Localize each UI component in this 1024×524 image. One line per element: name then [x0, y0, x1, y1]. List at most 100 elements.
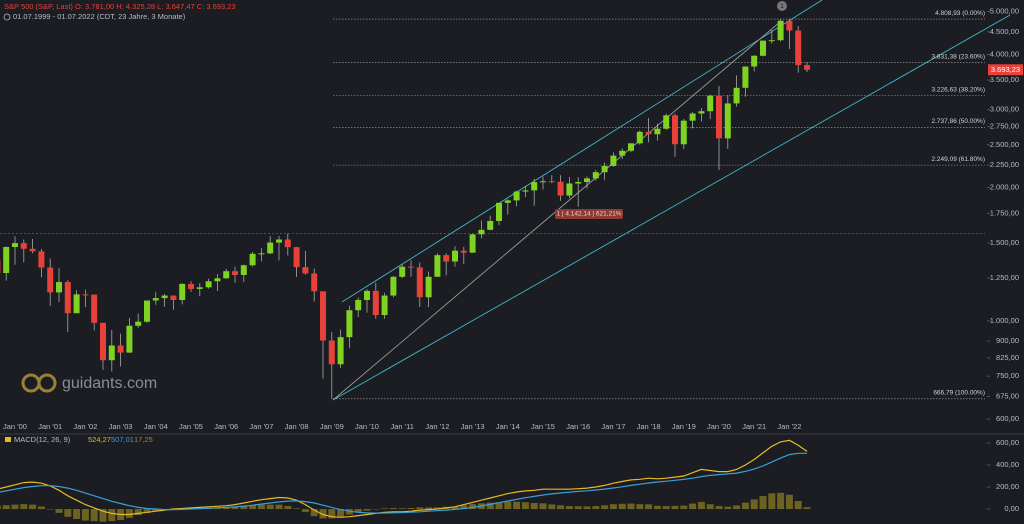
histogram-bar	[354, 509, 362, 513]
candle-body	[592, 172, 599, 179]
y-tick-label: 1.500,00	[990, 238, 1019, 247]
candle-body	[381, 295, 388, 316]
candle-body	[73, 294, 80, 314]
candle-body	[355, 299, 362, 311]
y-tick-label: 4.000,00	[990, 49, 1019, 58]
candle-body	[223, 271, 230, 279]
watermark: guidants.com	[62, 375, 157, 392]
candle-body	[478, 229, 485, 235]
candle-body	[680, 120, 687, 145]
candle-body	[126, 325, 133, 353]
macd-title: MACD(12, 26, 9)	[14, 435, 71, 444]
y-tick-label: 675,00	[996, 391, 1019, 400]
histogram-bar	[803, 507, 811, 510]
candle-body	[293, 247, 300, 268]
candle-body	[566, 183, 573, 196]
y-tick-label: 4.500,00	[990, 27, 1019, 36]
candle-body	[29, 248, 36, 252]
x-tick-label: Jan '04	[144, 422, 168, 431]
y-tick-label: 2.750,00	[990, 121, 1019, 130]
histogram-bar	[794, 501, 802, 510]
marker-circle	[777, 1, 787, 11]
candle-body	[760, 40, 766, 56]
candle-body	[601, 165, 608, 173]
histogram-bar	[768, 493, 776, 510]
candle-body	[487, 220, 494, 230]
candle-body	[698, 111, 705, 114]
y-tick-label: 825,00	[996, 353, 1019, 362]
channel-lower	[332, 14, 1011, 401]
macd-readout: 524,27	[88, 435, 111, 444]
histogram-bar	[29, 504, 37, 510]
y-tick-label: 200,00	[996, 482, 1019, 491]
candle-body	[3, 246, 10, 274]
x-tick-label: Jan '03	[109, 422, 133, 431]
candle-body	[144, 300, 150, 322]
candle-body	[654, 128, 661, 135]
histogram-bar	[125, 509, 133, 518]
histogram-bar	[530, 502, 538, 510]
histogram-bar	[680, 505, 688, 510]
histogram-bar	[785, 494, 793, 510]
histogram-bar	[539, 503, 547, 510]
histogram-bar	[90, 509, 98, 522]
candle-body	[452, 250, 458, 262]
candle-body	[751, 55, 758, 67]
candle-body	[311, 273, 318, 292]
y-tick-label: 400,00	[996, 460, 1019, 469]
histogram-bar	[425, 507, 433, 510]
histogram-bar	[389, 508, 397, 510]
histogram-bar	[451, 506, 459, 510]
candle-body	[504, 200, 511, 203]
x-tick-label: Jan '15	[531, 422, 555, 431]
candle-body	[496, 202, 502, 221]
candle-body	[108, 345, 115, 361]
marker: 1	[780, 3, 784, 10]
x-tick-label: Jan '09	[320, 422, 344, 431]
fib-label: 2.249,09 (61.80%)	[932, 156, 985, 163]
histogram-bar	[618, 503, 626, 510]
histogram-bar	[108, 509, 116, 522]
y-tick-label: 2.250,00	[990, 160, 1019, 169]
candle-body	[513, 191, 520, 201]
x-tick-label: Jan '05	[179, 422, 203, 431]
fib-label: 4.808,93 (0.00%)	[935, 10, 985, 17]
histogram-bar	[469, 504, 477, 510]
candle-body	[249, 253, 256, 266]
candle-body	[135, 321, 142, 326]
macd-line	[0, 439, 808, 518]
x-tick-label: Jan '19	[672, 422, 696, 431]
candle-body	[733, 87, 740, 104]
y-tick-label: 750,00	[996, 371, 1019, 380]
histogram-bar	[398, 508, 406, 510]
histogram-bar	[697, 501, 705, 510]
histogram-bar	[416, 507, 424, 510]
x-tick-label: Jan '00	[3, 422, 27, 431]
candle-body	[460, 250, 467, 253]
candle-body	[372, 290, 379, 316]
histogram-bar	[275, 504, 283, 510]
candle-body	[469, 234, 476, 253]
candle-body	[531, 182, 538, 191]
candle-body	[663, 115, 670, 129]
y-tick-label: 0,00	[1004, 504, 1019, 513]
x-tick-label: Jan '16	[566, 422, 590, 431]
histogram-bar	[46, 509, 54, 510]
candle-body	[179, 283, 186, 300]
histogram-bar	[653, 505, 661, 510]
histogram-bar	[64, 509, 72, 517]
y-tick-label: 600,00	[996, 414, 1019, 423]
histogram-bar	[310, 509, 318, 517]
candle-body	[522, 190, 529, 192]
histogram-bar	[293, 508, 301, 510]
candle-body	[434, 255, 441, 277]
histogram-bar	[583, 506, 591, 510]
candle-body	[575, 181, 582, 184]
macd-line	[0, 452, 807, 514]
x-tick-label: Jan '07	[249, 422, 273, 431]
histogram-bar	[557, 505, 565, 510]
histogram-bar	[257, 504, 265, 510]
histogram-bar	[249, 505, 257, 510]
